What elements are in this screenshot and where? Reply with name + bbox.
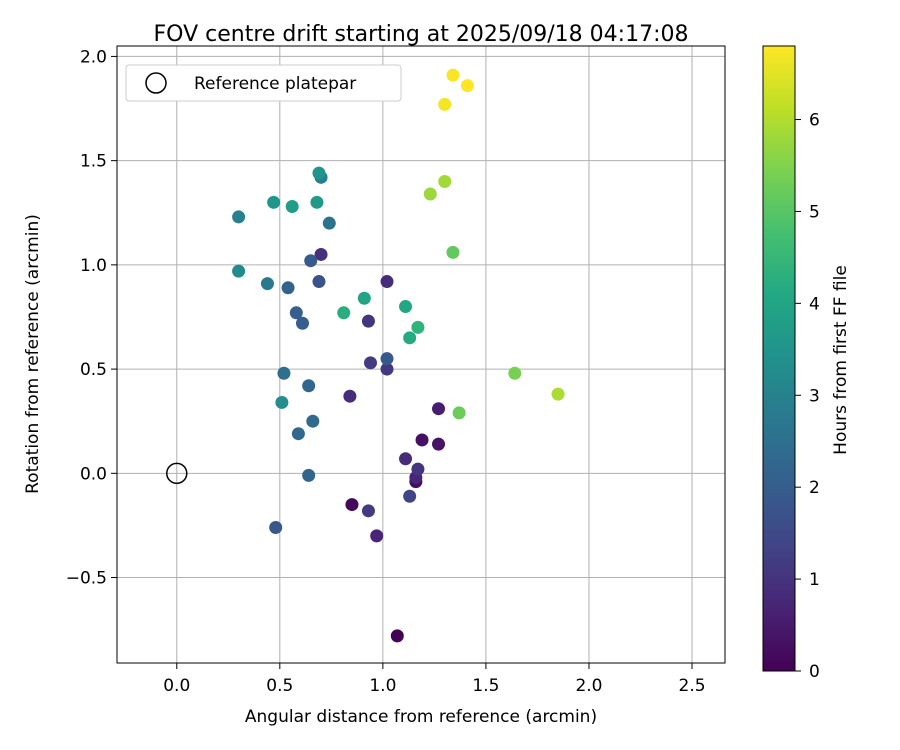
colorbar-tick-label: 2 [809, 478, 820, 498]
x-axis-label: Angular distance from reference (arcmin) [245, 707, 597, 727]
data-point [267, 195, 281, 209]
colorbar-tick-label: 5 [809, 202, 820, 222]
data-point [411, 320, 425, 334]
data-point [277, 366, 291, 380]
colorbar-tick-label: 3 [809, 386, 820, 406]
y-axis: −0.5 0.0 0.5 1.0 1.5 2.0 [66, 47, 117, 589]
grid-lines [117, 46, 725, 663]
data-point [302, 468, 316, 482]
colorbar-label: Hours from first FF file [831, 265, 851, 455]
data-point [312, 275, 326, 289]
colorbar-gradient [762, 45, 796, 672]
y-tick-label: 0.5 [80, 360, 107, 380]
data-point [432, 402, 446, 416]
data-point [302, 379, 316, 393]
data-point [260, 277, 274, 291]
legend-label: Reference platepar [194, 74, 356, 94]
data-point [269, 521, 283, 535]
data-point [403, 489, 417, 503]
data-point [345, 498, 359, 512]
data-point [411, 462, 425, 476]
data-point [304, 254, 318, 268]
x-tick-label: 0.0 [163, 676, 190, 696]
colorbar-tick-label: 1 [809, 570, 820, 590]
x-tick-label: 1.5 [472, 676, 499, 696]
data-point [232, 264, 246, 278]
y-tick-label: 1.0 [80, 256, 107, 276]
data-point [357, 291, 371, 305]
data-point [415, 433, 429, 447]
data-point [380, 362, 394, 376]
x-axis: 0.0 0.5 1.0 1.5 2.0 2.5 [163, 663, 706, 696]
legend: Reference platepar [125, 64, 402, 102]
data-point [399, 452, 413, 466]
data-point [285, 200, 299, 214]
x-tick-label: 2.5 [679, 676, 706, 696]
data-point [281, 281, 295, 295]
colorbar: 0 1 2 3 4 5 6 Hours from first FF file [762, 45, 851, 682]
x-tick-label: 0.5 [266, 676, 293, 696]
data-point [232, 210, 246, 224]
y-tick-label: 0.0 [80, 464, 107, 484]
data-point [370, 529, 384, 543]
y-tick-label: 1.5 [80, 152, 107, 172]
data-point [364, 356, 378, 370]
data-point [460, 79, 474, 93]
data-point [310, 195, 324, 209]
data-point [551, 387, 565, 401]
chart-title: FOV centre drift starting at 2025/09/18 … [154, 22, 689, 47]
plot-frame [116, 45, 726, 664]
data-point [390, 629, 404, 643]
y-axis-label: Rotation from reference (arcmin) [23, 214, 43, 494]
data-point [438, 97, 452, 111]
data-point [322, 216, 336, 230]
colorbar-tick-label: 6 [809, 111, 820, 131]
data-point [446, 68, 460, 82]
colorbar-ticks: 0 1 2 3 4 5 6 [795, 111, 820, 682]
data-point [380, 275, 394, 289]
data-point [291, 427, 305, 441]
data-point [446, 245, 460, 259]
data-point [423, 187, 437, 201]
data-point [295, 316, 309, 330]
data-point [306, 414, 320, 428]
y-tick-label: −0.5 [66, 569, 107, 589]
legend-open-circle-icon [145, 72, 167, 94]
colorbar-tick-label: 4 [809, 294, 820, 314]
colorbar-tick-label: 0 [809, 662, 820, 682]
y-tick-label: 2.0 [80, 47, 107, 67]
x-tick-label: 1.0 [369, 676, 396, 696]
data-points [232, 68, 565, 643]
data-point [361, 314, 375, 328]
data-point [314, 247, 328, 261]
data-point [275, 395, 289, 409]
data-point [508, 366, 522, 380]
data-point [343, 389, 357, 403]
data-point [399, 300, 413, 314]
x-tick-label: 2.0 [575, 676, 602, 696]
data-point [403, 331, 417, 345]
data-point [289, 306, 303, 320]
data-point [452, 406, 466, 420]
legend-box [125, 64, 402, 102]
data-point [361, 504, 375, 518]
reference-platepar-marker [166, 462, 188, 485]
data-point [438, 174, 452, 188]
data-point [432, 437, 446, 451]
data-point [337, 306, 351, 320]
data-point [380, 352, 394, 366]
data-point [312, 166, 326, 180]
